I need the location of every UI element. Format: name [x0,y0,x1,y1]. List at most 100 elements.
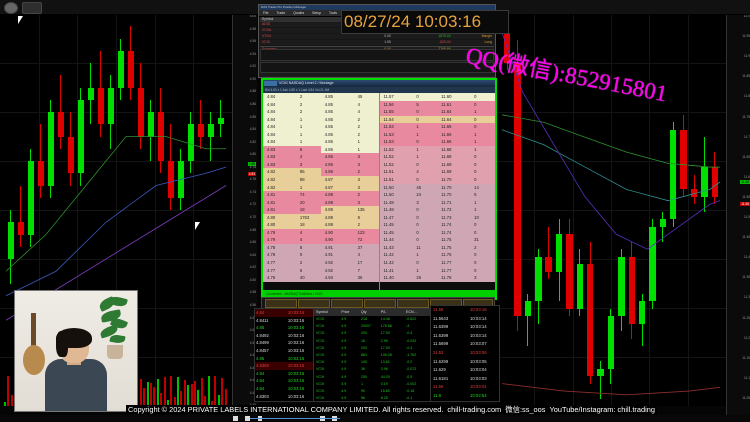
ladder-row-ask2[interactable]: 11.74 0 [437,228,495,237]
ladder-row-ask2[interactable]: 11.70 0 [437,176,495,184]
ladder-row-ask[interactable]: 4.93 36 [320,274,379,282]
ladder-row-ask[interactable]: 4.85 2 [320,130,379,139]
progress-bar[interactable] [250,418,340,419]
ladder-row-bid[interactable]: 4.82 85 [263,168,321,177]
ladder-row-ask2[interactable]: 11.78 3 [437,274,495,282]
ladder-row-bid[interactable]: 4.83 3 [263,160,321,169]
ladder-row-bid[interactable]: 4.77 5 [263,266,321,275]
ladder-row-bid2[interactable]: 11.51 0 [379,176,438,184]
ladder-row-ask2[interactable]: 11.60 0 [437,93,495,101]
ladder-row-ask2[interactable]: 11.66 1 [437,130,495,139]
ladder-row-bid[interactable]: 4.81 18 [263,206,321,214]
media-control-bar[interactable] [0,415,750,422]
ladder-row-ask2[interactable]: 11.64 1 [437,108,495,116]
ladder-row-bid[interactable]: 4.81 20 [263,198,321,207]
ladder-row-bid[interactable]: 4.78 8 [263,243,321,252]
ladder-row-ask[interactable]: 4.92 7 [320,266,379,275]
window-icon[interactable] [22,2,42,14]
ladder-row-ask[interactable]: 4.89 2 [320,221,379,229]
ladder-row-ask[interactable]: 4.92 17 [320,259,379,267]
ladder-row-bid2[interactable]: 11.48 0 [379,206,438,214]
order-button-1[interactable] [265,299,297,308]
chart-right-vcxi[interactable] [496,14,726,406]
menu-quotes[interactable]: Quotes [293,11,305,15]
ladder-row-ask[interactable]: 4.85 45 [320,93,379,101]
ladder-row-bid[interactable]: 4.84 1 [263,130,321,139]
ladder-row-bid2[interactable]: 11.50 45 [379,183,438,192]
ladder-row-bid[interactable]: 4.78 0 [263,251,321,260]
ladder-row-bid[interactable]: 4.84 2 [263,100,321,109]
ladder-row-ask[interactable]: 4.88 3 [320,198,379,207]
ladder-row-ask2[interactable]: 11.73 10 [437,213,495,222]
ladder-row-ask[interactable]: 4.86 3 [320,153,379,161]
ladder-row-ask2[interactable]: 11.68 0 [437,153,495,161]
ladder-row-ask[interactable]: 4.89 135 [320,206,379,214]
ladder-row-ask[interactable]: 4.86 2 [320,168,379,177]
ladder-row-bid2[interactable]: 11.44 0 [379,236,438,244]
ladder-row-bid[interactable]: 4.80 18 [263,221,321,229]
ladder-bid-ask-vcxi[interactable]: 11.57 0 11.56 5 11.55 0 11.54 0 11.53 1 11.53 1 11.5… [379,93,495,290]
ladder-row-bid[interactable]: 4.76 40 [263,274,321,282]
ladder-row-bid2[interactable]: 11.41 1 [379,266,438,275]
ladder-row-bid[interactable]: 4.80 1763 [263,213,321,222]
menu-file[interactable]: File [263,11,269,15]
level2-symbol-box[interactable] [264,81,277,86]
position-row[interactable]: VCXI 1.05 -820.00 Long [260,40,494,46]
level2-ladders[interactable]: 4.84 2 4.84 2 4.84 2 4.84 1 4.84 1 4.84 1 4.84 1 4.83 8… [263,93,495,290]
level2-titlebar[interactable]: VCIG NASDAQ Level 2 / Montage [263,80,495,87]
ladder-row-bid[interactable]: 4.83 8 [263,145,321,154]
ladder-row-bid[interactable]: 4.79 4 [263,236,321,244]
ladder-row-ask[interactable]: 4.85 2 [320,115,379,124]
ladder-row-ask[interactable]: 4.89 9 [320,213,379,222]
ladder-row-bid[interactable]: 4.84 2 [263,108,321,116]
ladder-row-bid2[interactable]: 11.50 24 [379,191,438,199]
ladder-row-ask[interactable]: 4.85 1 [320,138,379,146]
ladder-row-bid2[interactable]: 11.53 1 [379,130,438,139]
position-row[interactable]: VTGX 0.00 1875.00 Margin [260,34,494,40]
ladder-row-bid2[interactable]: 11.43 11 [379,243,438,252]
ladder-row-bid2[interactable]: 11.45 0 [379,221,438,229]
ladder-row-ask2[interactable]: 11.70 14 [437,183,495,192]
ladder-bid-ask-vcig[interactable]: 4.84 2 4.84 2 4.84 2 4.84 1 4.84 1 4.84 1 4.84 1 4.83 8… [263,93,380,290]
ladder-row-bid[interactable]: 4.81 74 [263,191,321,199]
ladder-row-ask2[interactable]: 11.69 0 [437,168,495,177]
ladder-row-bid2[interactable]: 11.47 0 [379,213,438,222]
ladder-row-bid2[interactable]: 11.53 0 [379,138,438,146]
level2-montage-window[interactable]: VCIG NASDAQ Level 2 / Montage Bid 4.83 x… [261,78,497,300]
ladder-row-bid2[interactable]: 11.52 0 [379,160,438,169]
ladder-row-ask[interactable]: 4.85 4 [320,108,379,116]
ladder-row-ask2[interactable]: 11.75 31 [437,236,495,244]
order-button-4[interactable] [364,299,396,308]
ladder-row-bid2[interactable]: 11.42 0 [379,259,438,267]
ladder-row-ask[interactable]: 4.86 3 [320,160,379,169]
menu-trade[interactable]: Trade [276,11,286,15]
ladder-row-bid[interactable]: 4.84 1 [263,123,321,131]
ladder-row-ask[interactable]: 4.85 1 [320,145,379,154]
record-dot-icon[interactable] [4,2,18,14]
ladder-row-bid2[interactable]: 11.54 0 [379,115,438,124]
menu-setup[interactable]: Setup [312,11,322,15]
ladder-row-bid[interactable]: 4.82 1 [263,183,321,192]
ladder-row-ask2[interactable]: 11.77 0 [437,259,495,267]
ladder-row-bid2[interactable]: 11.57 0 [379,93,438,101]
ladder-row-ask2[interactable]: 11.77 0 [437,266,495,275]
ladder-row-bid[interactable]: 4.82 88 [263,176,321,184]
ladder-row-bid2[interactable]: 11.55 0 [379,108,438,116]
ladder-row-bid2[interactable]: 11.51 4 [379,168,438,177]
ladder-row-ask2[interactable]: 11.66 1 [437,138,495,146]
ladder-row-ask[interactable]: 4.90 123 [320,228,379,237]
ladder-row-ask2[interactable]: 11.74 0 [437,221,495,229]
ladder-row-ask2[interactable]: 11.61 0 [437,100,495,109]
order-button-5[interactable] [397,299,429,308]
ladder-row-bid[interactable]: 4.84 2 [263,93,321,101]
ladder-row-bid2[interactable]: 11.42 1 [379,251,438,260]
time-and-sales-right[interactable]: 11.56 10:03:15 11.5643 10:03:14 11.6399 10:03… [430,305,500,402]
stop-button[interactable] [233,416,238,421]
webcam-overlay[interactable] [14,290,138,412]
ladder-row-ask[interactable]: 4.85 4 [320,100,379,109]
ladder-row-ask[interactable]: 4.90 72 [320,236,379,244]
ladder-row-bid2[interactable]: 11.40 25 [379,274,438,282]
ladder-row-bid[interactable]: 4.77 2 [263,259,321,267]
ladder-row-ask[interactable]: 4.87 3 [320,176,379,184]
ladder-row-bid[interactable]: 4.84 1 [263,115,321,124]
